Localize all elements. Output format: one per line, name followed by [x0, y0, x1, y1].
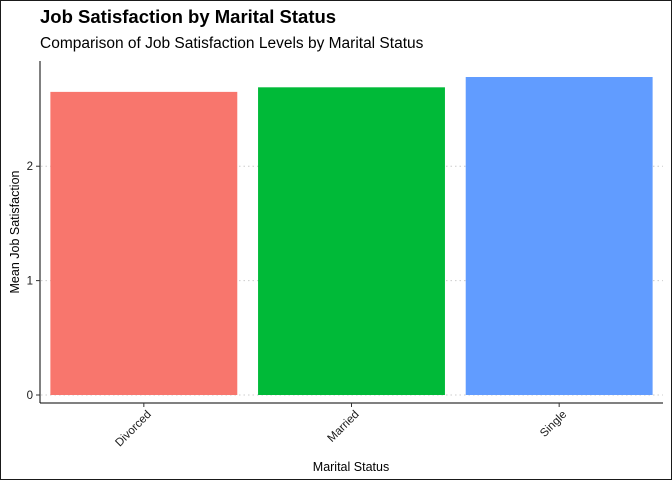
bar-married [258, 87, 445, 395]
x-tick-label-married: Married [326, 409, 362, 445]
y-axis-title: Mean Job Satisfaction [8, 170, 22, 293]
x-ticks: Divorced Married Single [113, 403, 569, 449]
x-tick-label-single: Single [538, 409, 569, 440]
y-tick-label: 0 [27, 390, 33, 402]
y-tick-label: 2 [27, 161, 33, 173]
x-tick-label-divorced: Divorced [113, 409, 154, 450]
x-axis-title: Marital Status [313, 460, 389, 474]
y-tick-label: 1 [27, 276, 33, 288]
chart-subtitle: Comparison of Job Satisfaction Levels by… [40, 35, 424, 52]
y-ticks: 0 1 2 [27, 161, 40, 402]
bar-divorced [50, 91, 238, 395]
chart-title: Job Satisfaction by Marital Status [40, 6, 337, 27]
bar-single [465, 77, 653, 395]
bars [50, 77, 653, 395]
